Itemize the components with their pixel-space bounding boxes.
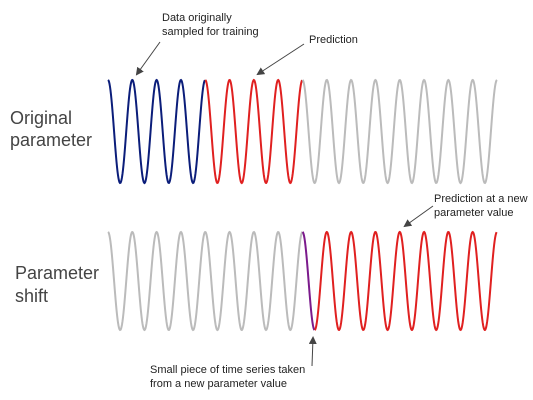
arrow <box>135 41 161 76</box>
row-label: parameter <box>10 130 92 150</box>
wave <box>107 78 206 185</box>
arrow <box>308 336 317 367</box>
wave <box>301 231 316 331</box>
annotation: from a new parameter value <box>150 378 287 390</box>
wave <box>314 230 498 332</box>
wave <box>301 78 498 185</box>
row-label: Original <box>10 108 72 128</box>
annotation: Prediction <box>309 34 358 46</box>
annotation: Prediction at a new <box>434 193 528 205</box>
row-label: shift <box>15 286 48 306</box>
annotation: parameter value <box>434 207 514 219</box>
wave <box>107 230 304 332</box>
annotation: Small piece of time series taken <box>150 364 305 376</box>
arrow <box>403 205 434 228</box>
arrow <box>256 43 305 76</box>
annotation: sampled for training <box>162 26 259 38</box>
wave <box>204 78 304 185</box>
row-label: Parameter <box>15 263 99 283</box>
annotation: Data originally <box>162 12 232 24</box>
waves <box>107 78 498 332</box>
